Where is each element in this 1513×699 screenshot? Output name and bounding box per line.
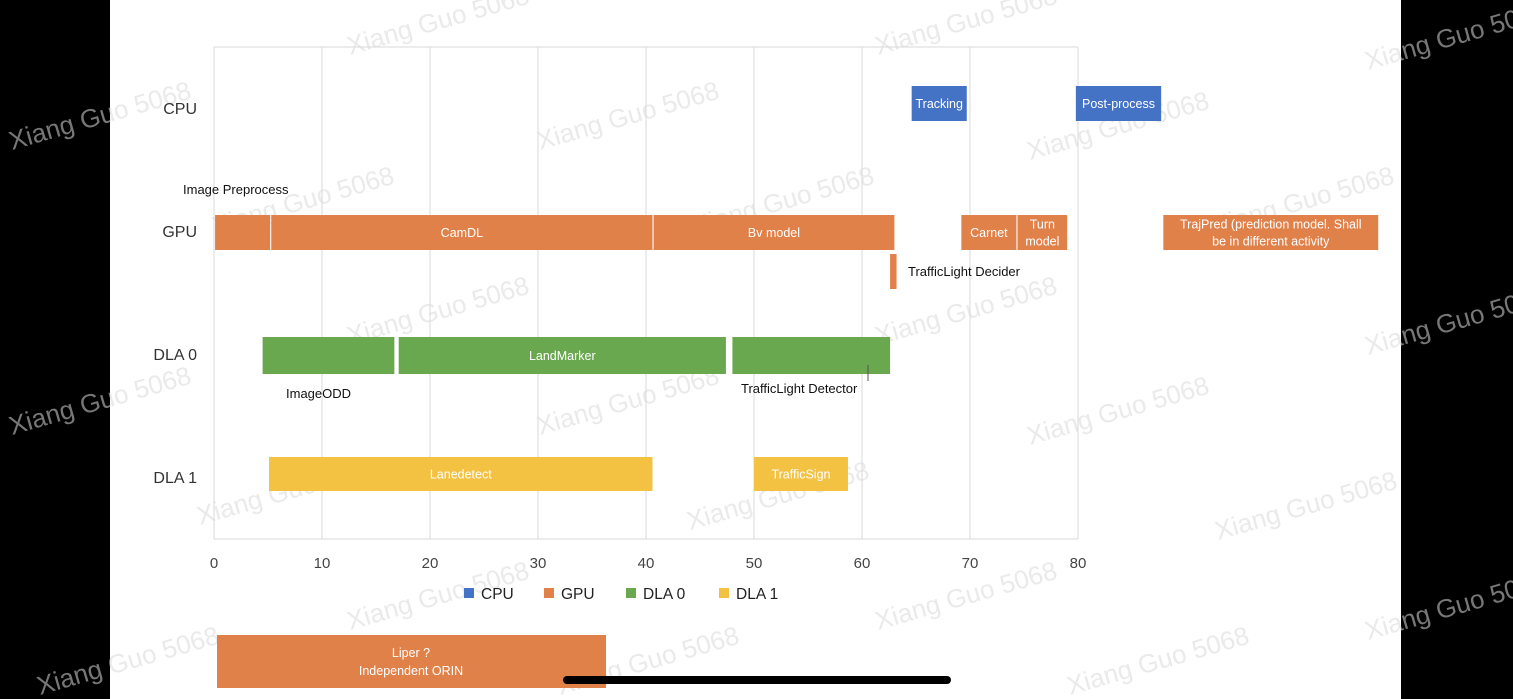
bar-label-turn-model: model: [1025, 235, 1059, 249]
bar-label-turn-model: Turn: [1030, 218, 1055, 232]
bar-lanedetect: [269, 457, 653, 491]
trafficlight-decider-note: TrafficLight Decider: [908, 264, 1021, 279]
bar-tracking: [911, 86, 967, 121]
bar-trafficlight-decider: [890, 254, 897, 289]
lane-label-gpu: GPU: [162, 224, 197, 241]
legend-label-cpu: CPU: [481, 586, 514, 603]
image-preprocess-note: Image Preprocess: [183, 182, 289, 197]
lane-label-cpu: CPU: [163, 101, 197, 118]
bar-post-process: [1075, 86, 1162, 121]
bar-trafficlight-detector: [732, 337, 891, 374]
x-tick-label: 60: [854, 555, 871, 572]
home-indicator[interactable]: [563, 676, 951, 684]
bar-label-lanedetect: Lanedetect: [430, 468, 492, 482]
bar-landmarker: [398, 337, 726, 374]
liper-box-line-1: Liper ?: [392, 646, 430, 660]
bar-label-trafficsign: TrafficSign: [771, 468, 830, 482]
bar-camdl: [271, 215, 653, 250]
x-tick-label: 0: [210, 555, 218, 572]
legend-swatch-dla1: [719, 588, 729, 598]
trafficlight-detector-note: TrafficLight Detector: [741, 381, 858, 396]
liper-box-line-2: Independent ORIN: [359, 664, 463, 678]
bar-label-tracking: Tracking: [915, 97, 963, 111]
bar-bv-model: [653, 215, 895, 250]
x-tick-label: 30: [530, 555, 547, 572]
x-axis-ticks: 0 10 20 30 40 50 60 70 80: [210, 555, 1087, 572]
bar-label-landmarker: LandMarker: [529, 349, 596, 363]
chart-gridlines: [213, 46, 1079, 540]
legend-label-gpu: GPU: [561, 586, 595, 603]
bar-label-bv-model: Bv model: [748, 226, 800, 240]
bar-label-trajpred: TrajPred (prediction model. Shall: [1180, 218, 1362, 232]
chart-legend: CPU GPU DLA 0 DLA 1: [464, 586, 778, 603]
legend-swatch-cpu: [464, 588, 474, 598]
legend-swatch-gpu: [544, 588, 554, 598]
bar-label-trajpred: be in different activity: [1212, 235, 1330, 249]
legend-label-dla1: DLA 1: [736, 586, 778, 603]
bar-trafficsign: [754, 457, 848, 491]
lane-labels: CPU GPU DLA 0 DLA 1: [153, 101, 197, 487]
liper-box: [217, 635, 606, 688]
bar-label-carnet: Carnet: [970, 226, 1008, 240]
x-tick-label: 40: [638, 555, 655, 572]
bar-carnet: [961, 215, 1017, 250]
legend-label-dla0: DLA 0: [643, 586, 686, 603]
bar-label-camdl: CamDL: [441, 226, 483, 240]
x-tick-label: 10: [314, 555, 331, 572]
bar-trajpred: [1163, 215, 1379, 250]
x-tick-label: 20: [422, 555, 439, 572]
bar-label-post-process: Post-process: [1082, 97, 1155, 111]
bar-image-preprocess: [215, 215, 271, 250]
task-bars: Tracking Post-process CamDL Bv model Carnet T…: [215, 86, 1379, 491]
x-tick-label: 50: [746, 555, 763, 572]
imageodd-note: ImageODD: [286, 386, 351, 401]
x-tick-label: 70: [962, 555, 979, 572]
lane-label-dla1: DLA 1: [153, 470, 197, 487]
bar-imageodd: [262, 337, 395, 374]
bar-turn-model: [1017, 215, 1068, 250]
legend-swatch-dla0: [626, 588, 636, 598]
x-tick-label: 80: [1070, 555, 1087, 572]
lane-label-dla0: DLA 0: [153, 347, 197, 364]
